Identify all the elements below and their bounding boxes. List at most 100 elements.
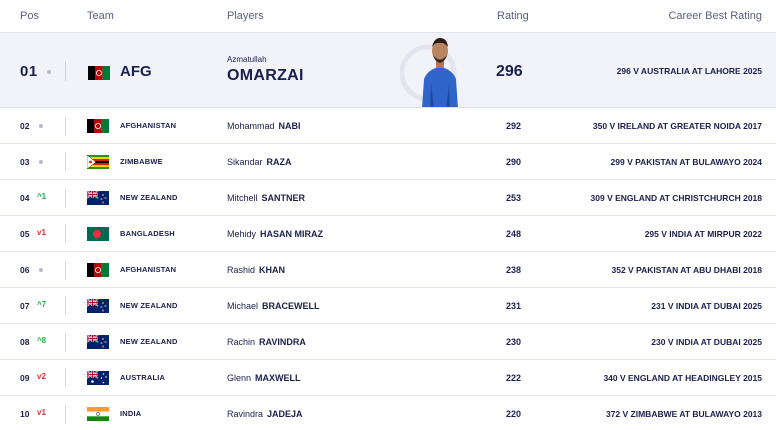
divider [65, 153, 66, 171]
afghanistan-flag-icon [88, 66, 110, 80]
header-pos: Pos [20, 10, 39, 22]
player-last-name: JADEJA [267, 409, 303, 419]
bangladesh-flag-icon [87, 227, 109, 241]
table-row[interactable]: 02 AFGHANISTAN Mohammad NABI 292 350 V IRELAN… [0, 108, 776, 144]
divider [65, 333, 66, 351]
rank-position: 10 [20, 409, 30, 419]
header-players: Players [227, 10, 264, 22]
player-name[interactable]: Rachin RAVINDRA [227, 337, 306, 347]
divider [65, 297, 66, 315]
table-row[interactable]: 10 v1 INDIA Ravindra JADEJA 220 372 V ZIMBABWE… [0, 396, 776, 430]
career-best-rating: 352 V PAKISTAN AT ABU DHABI 2018 [611, 265, 762, 275]
team-name: AUSTRALIA [120, 373, 166, 382]
no-change-indicator [39, 124, 43, 128]
player-last-name: SANTNER [261, 193, 306, 203]
player-rating: 296 [496, 63, 523, 80]
career-best-rating: 309 V ENGLAND AT CHRISTCHURCH 2018 [590, 193, 762, 203]
header-team: Team [87, 10, 114, 22]
australia-flag-icon [87, 371, 109, 385]
player-name[interactable]: Rashid KHAN [227, 265, 285, 275]
player-last-name: RAZA [266, 157, 292, 167]
divider [65, 117, 66, 135]
player-last-name[interactable]: OMARZAI [227, 67, 304, 84]
player-name[interactable]: Mohammad NABI [227, 121, 301, 131]
player-name[interactable]: Michael BRACEWELL [227, 301, 320, 311]
player-rating: 253 [506, 193, 522, 203]
team-name: BANGLADESH [120, 229, 175, 238]
rank-change-down-icon: v1 [37, 228, 46, 237]
player-rating: 220 [506, 409, 522, 419]
rank-position: 09 [20, 373, 30, 383]
player-name[interactable]: Mehidy HASAN MIRAZ [227, 229, 323, 239]
table-row[interactable]: 03 ZIMBABWE Sikandar RAZA 290 299 V PAKISTAN … [0, 144, 776, 180]
table-row[interactable]: 05 v1 BANGLADESH Mehidy HASAN MIRAZ 248 295 V … [0, 216, 776, 252]
team-name: AFGHANISTAN [120, 265, 177, 274]
table-row[interactable]: 06 AFGHANISTAN Rashid KHAN 238 352 V PAKISTAN… [0, 252, 776, 288]
player-first-name: Rachin [227, 337, 256, 347]
no-change-indicator [47, 70, 51, 74]
table-header: Pos Team Players Rating Career Best Rati… [0, 0, 776, 32]
table-row[interactable]: 09 v2 AUSTRALIA Glenn MAXWELL 222 340 V ENGLAN… [0, 360, 776, 396]
divider [65, 261, 66, 279]
no-change-indicator [39, 160, 43, 164]
rank-position: 01 [20, 63, 38, 80]
table-row[interactable]: 07 ^7 NEW ZEALAND Michael BRACEWELL 231 231 V … [0, 288, 776, 324]
career-best-rating: 230 V INDIA AT DUBAI 2025 [651, 337, 762, 347]
team-name: INDIA [120, 409, 142, 418]
player-name[interactable]: Glenn MAXWELL [227, 373, 301, 383]
player-last-name: HASAN MIRAZ [260, 229, 324, 239]
rank-change-up-icon: ^8 [37, 336, 47, 345]
player-name[interactable]: Sikandar RAZA [227, 157, 292, 167]
team-name: NEW ZEALAND [120, 193, 178, 202]
player-rating: 231 [506, 301, 522, 311]
table-row[interactable]: 08 ^8 NEW ZEALAND Rachin RAVINDRA 230 230 V IN… [0, 324, 776, 360]
top-ranked-row[interactable]: 01 AFG Azmatullah OMARZAI 296 296 V AUST… [0, 32, 776, 108]
rank-change-up-icon: ^1 [37, 192, 47, 201]
player-photo [399, 33, 480, 107]
career-best-rating: 299 V PAKISTAN AT BULAWAYO 2024 [610, 157, 762, 167]
rank-change-up-icon: ^7 [37, 300, 47, 309]
player-first-name: Ravindra [227, 409, 264, 419]
rank-change-down-icon: v1 [37, 408, 46, 417]
zimbabwe-flag-icon [87, 155, 109, 169]
afghanistan-flag-icon [87, 119, 109, 133]
player-first-name: Rashid [227, 265, 256, 275]
rank-position: 02 [20, 121, 30, 131]
player-first-name: Glenn [227, 373, 252, 383]
player-rating: 230 [506, 337, 522, 347]
rank-position: 03 [20, 157, 30, 167]
player-last-name: MAXWELL [255, 373, 301, 383]
team-code: AFG [120, 63, 152, 80]
player-rating: 290 [506, 157, 522, 167]
afghanistan-flag-icon [87, 263, 109, 277]
no-change-indicator [39, 268, 43, 272]
player-first-name: Mehidy [227, 229, 257, 239]
player-rating: 292 [506, 121, 522, 131]
career-best-rating: 340 V ENGLAND AT HEADINGLEY 2015 [603, 373, 762, 383]
team-name: NEW ZEALAND [120, 337, 178, 346]
player-name[interactable]: Mitchell SANTNER [227, 193, 305, 203]
career-best-rating: 296 V AUSTRALIA AT LAHORE 2025 [616, 66, 762, 76]
career-best-rating: 372 V ZIMBABWE AT BULAWAYO 2013 [605, 409, 762, 419]
player-first-name: Sikandar [227, 157, 263, 167]
player-rating: 238 [506, 265, 522, 275]
team-name: AFGHANISTAN [120, 121, 177, 130]
rank-position: 08 [20, 337, 30, 347]
table-row[interactable]: 04 ^1 NEW ZEALAND Mitchell SANTNER 253 309 V E… [0, 180, 776, 216]
header-rating: Rating [497, 10, 529, 22]
player-name[interactable]: Ravindra JADEJA [227, 409, 303, 419]
rank-position: 05 [20, 229, 30, 239]
newzealand-flag-icon [87, 299, 109, 313]
rank-position: 07 [20, 301, 30, 311]
career-best-rating: 350 V IRELAND AT GREATER NOIDA 2017 [592, 121, 762, 131]
rank-position: 06 [20, 265, 30, 275]
divider [65, 369, 66, 387]
career-best-rating: 231 V INDIA AT DUBAI 2025 [651, 301, 762, 311]
player-first-name: Azmatullah [227, 55, 267, 64]
team-name: NEW ZEALAND [120, 301, 178, 310]
divider [65, 225, 66, 243]
divider [65, 405, 66, 423]
newzealand-flag-icon [87, 335, 109, 349]
player-first-name: Mohammad [227, 121, 275, 131]
newzealand-flag-icon [87, 191, 109, 205]
